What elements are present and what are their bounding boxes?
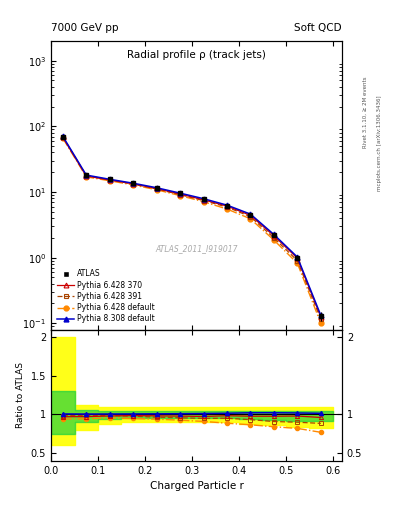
Text: mcplots.cern.ch [arXiv:1306.3436]: mcplots.cern.ch [arXiv:1306.3436] <box>377 96 382 191</box>
Legend: ATLAS, Pythia 6.428 370, Pythia 6.428 391, Pythia 6.428 default, Pythia 8.308 de: ATLAS, Pythia 6.428 370, Pythia 6.428 39… <box>55 267 157 326</box>
X-axis label: Charged Particle r: Charged Particle r <box>150 481 243 491</box>
Y-axis label: Ratio to ATLAS: Ratio to ATLAS <box>16 362 25 428</box>
Text: Radial profile ρ (track jets): Radial profile ρ (track jets) <box>127 50 266 59</box>
Text: Rivet 3.1.10, ≥ 2M events: Rivet 3.1.10, ≥ 2M events <box>363 77 368 148</box>
Text: 7000 GeV pp: 7000 GeV pp <box>51 23 119 33</box>
Text: ATLAS_2011_I919017: ATLAS_2011_I919017 <box>155 244 238 253</box>
Text: Soft QCD: Soft QCD <box>294 23 342 33</box>
